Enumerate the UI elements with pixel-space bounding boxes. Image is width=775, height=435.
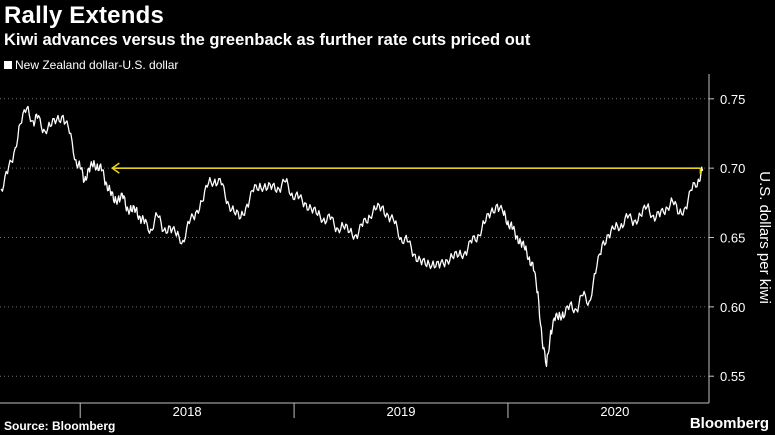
brand-logo: Bloomberg bbox=[689, 415, 769, 432]
x-tick-label: 2018 bbox=[173, 404, 202, 419]
axes bbox=[0, 74, 714, 418]
chart-subtitle: Kiwi advances versus the greenback as fu… bbox=[4, 31, 531, 49]
series-layer bbox=[0, 105, 704, 368]
legend-label: New Zealand dollar-U.S. dollar bbox=[15, 58, 179, 72]
annotation-layer bbox=[110, 162, 702, 175]
legend: New Zealand dollar-U.S. dollar bbox=[4, 58, 178, 72]
y-tick-label: 0.75 bbox=[720, 92, 745, 107]
legend-swatch bbox=[4, 61, 12, 69]
y-tick-label: 0.70 bbox=[720, 161, 745, 176]
y-axis-title: U.S. dollars per kiwi bbox=[756, 171, 773, 304]
y-tick-label: 0.65 bbox=[720, 231, 745, 246]
annotation-arrow-head bbox=[110, 162, 120, 174]
x-tick-label: 2019 bbox=[387, 404, 416, 419]
y-tick-label: 0.55 bbox=[720, 369, 745, 384]
chart-title: Rally Extends bbox=[4, 2, 164, 29]
source-note: Source: Bloomberg bbox=[4, 419, 116, 433]
y-tick-label: 0.60 bbox=[720, 300, 745, 315]
series-line bbox=[0, 105, 704, 368]
x-tick-label: 2020 bbox=[600, 404, 629, 419]
labels: 0.55 0.60 0.65 0.70 0.75 2018 2019 2020 U.S. dol… bbox=[173, 92, 773, 419]
